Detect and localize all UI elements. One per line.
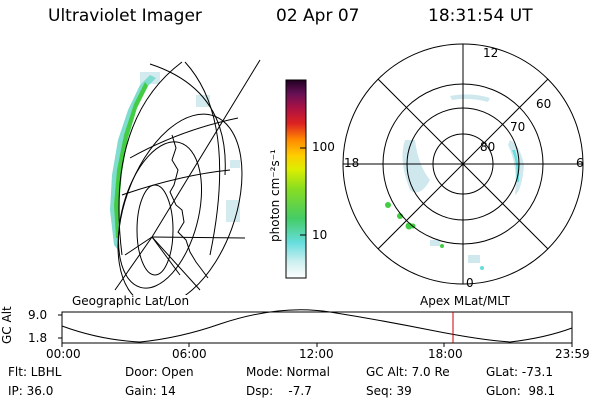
gc-alt-value: GC Alt: 7.0 Re: [366, 365, 450, 379]
polar-plot: [342, 43, 584, 285]
orbit-xtick-2359: 23:59: [555, 347, 590, 361]
geographic-image: [110, 59, 261, 295]
orbit-xtick-1200: 12:00: [299, 347, 334, 361]
orbit-xtick-1800: 18:00: [428, 347, 463, 361]
orbit-altitude-plot: [58, 309, 573, 347]
instrument-title: Ultraviolet Imager: [48, 6, 202, 26]
mode-value: Mode: Normal: [246, 365, 330, 379]
seq-value: Seq: 39: [366, 384, 412, 398]
orbit-xtick-0000: 00:00: [46, 347, 81, 361]
orbit-xtick-0600: 06:00: [172, 347, 207, 361]
glat-value: GLat: -73.1: [486, 365, 553, 379]
right-panel-label: Apex MLat/MLT: [420, 294, 510, 308]
lat-label-60: 60: [536, 97, 552, 111]
mlt-label-18: 18: [344, 156, 360, 170]
lat-label-70: 70: [510, 120, 526, 134]
colorbar: [285, 79, 307, 279]
date-label: 02 Apr 07: [276, 6, 360, 26]
mlt-label-12: 12: [483, 46, 499, 60]
orbit-ylabel: GC Alt: [0, 306, 14, 344]
dsp-value: Dsp: -7.7: [246, 384, 312, 398]
lat-label-80: 80: [480, 140, 496, 154]
gain-value: Gain: 14: [125, 384, 176, 398]
orbit-ytick-9: 9.0: [28, 308, 48, 322]
orbit-ytick-1-8: 1.8: [28, 331, 48, 345]
colorbar-tick-100: 100: [312, 140, 335, 154]
aurora-band: [114, 82, 148, 238]
colorbar-tick-10: 10: [312, 228, 328, 242]
mlt-label-0: 0: [466, 276, 474, 290]
filter-value: Flt: LBHL: [8, 365, 62, 379]
colorbar-unit-label: photon cm⁻²s⁻¹: [268, 149, 282, 242]
left-panel-label: Geographic Lat/Lon: [72, 294, 190, 308]
ip-value: IP: 36.0: [8, 384, 54, 398]
mlt-label-6: 6: [576, 156, 584, 170]
altitude-curve: [61, 309, 573, 343]
time-label: 18:31:54 UT: [428, 6, 533, 26]
door-value: Door: Open: [125, 365, 194, 379]
glon-value: GLon: 98.1: [486, 384, 556, 398]
